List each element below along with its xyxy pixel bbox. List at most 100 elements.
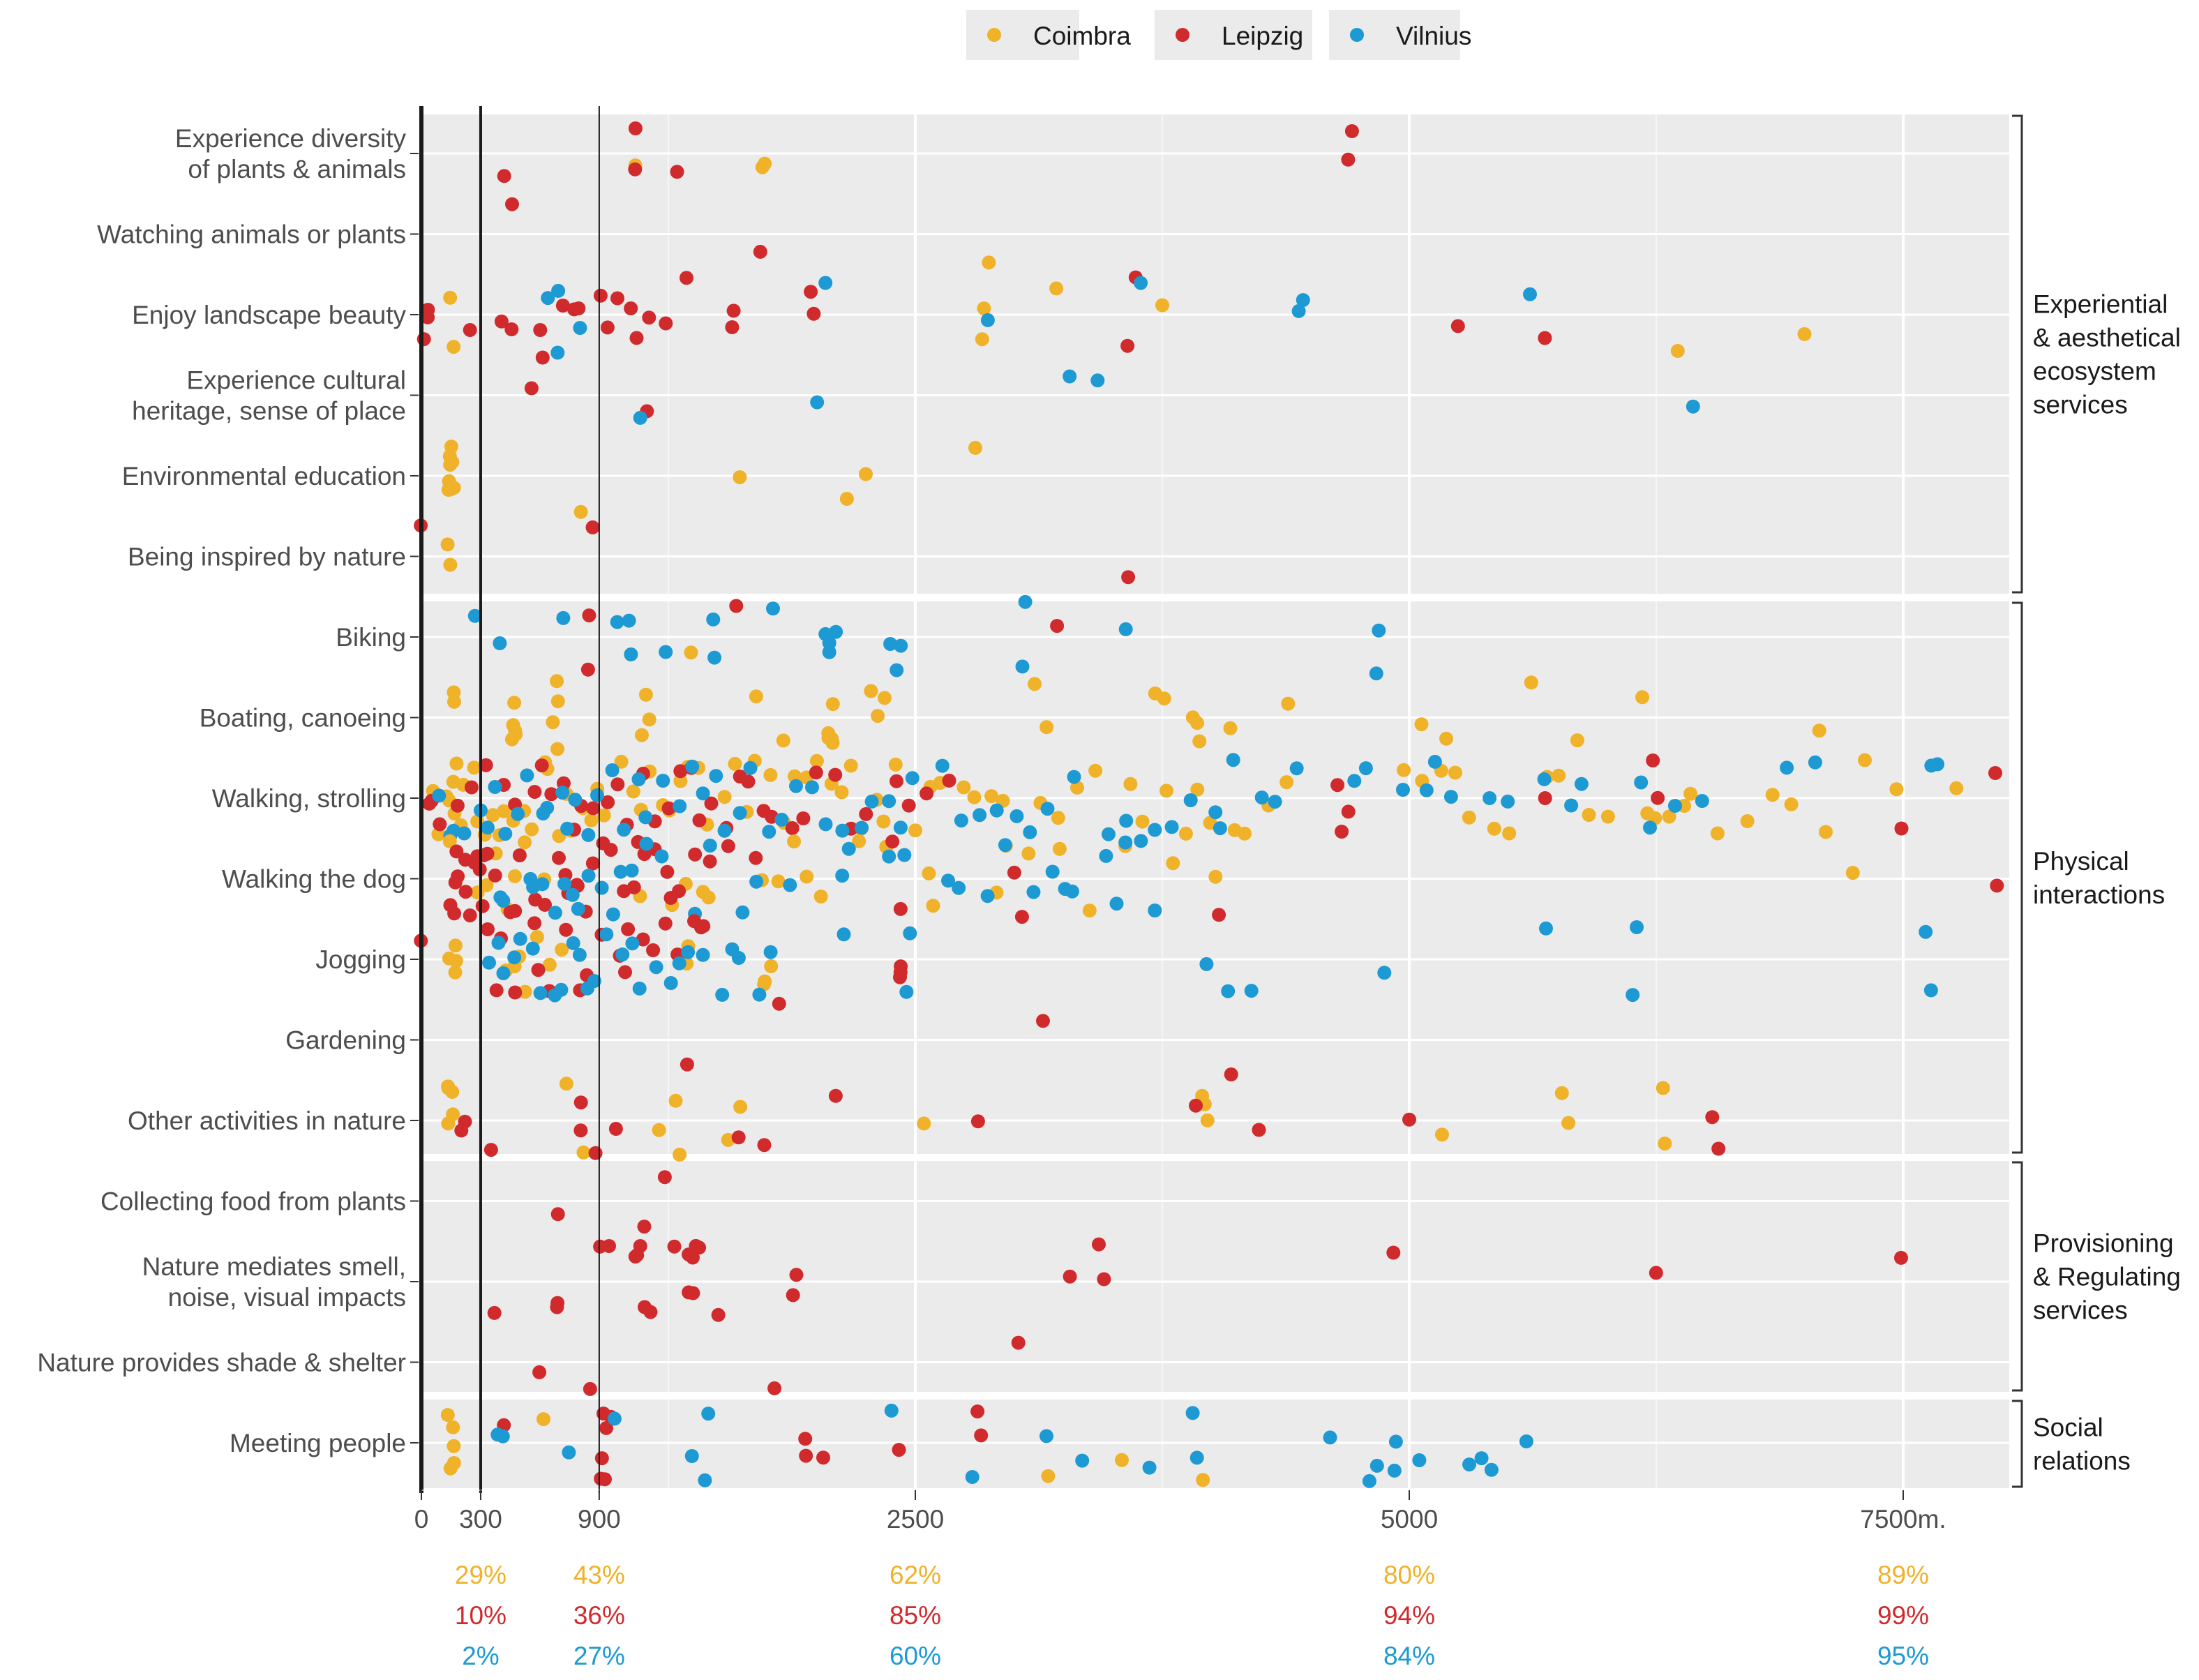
data-point-coimbra [479,878,494,892]
data-point-vilnius [685,759,700,774]
data-point-vilnius [1289,761,1304,776]
data-point-vilnius [1101,827,1116,841]
data-point-leipzig [696,919,711,933]
category-points-gardening [680,996,1238,1081]
data-point-coimbra [975,332,989,347]
data-point-coimbra [1740,814,1755,828]
data-point-leipzig [538,897,552,912]
data-point-vilnius [587,974,601,989]
data-point-leipzig [885,834,900,849]
data-point-leipzig [1988,766,2002,780]
data-point-leipzig [704,796,719,811]
data-point-coimbra [1656,1081,1670,1095]
data-point-leipzig [624,301,638,315]
data-point-vilnius [1780,760,1794,775]
data-point-leipzig [1894,821,1909,836]
group-social-relations: Social relations [2012,1400,2131,1488]
category-label-boating-canoeing: Boating, canoeing [200,704,406,733]
data-point-coimbra [1051,811,1065,825]
data-point-leipzig [1538,331,1552,345]
data-point-coimbra [787,834,802,849]
data-point-leipzig [481,922,495,936]
x-tick-label: 900 [578,1505,621,1533]
data-point-coimbra [1414,717,1429,732]
data-point-coimbra [764,959,779,973]
category-label-walking-strolling: Walking, strolling [212,784,406,813]
data-point-vilnius [954,813,968,828]
percent-label-leipzig-300: 10% [455,1601,506,1630]
data-point-coimbra [1115,1453,1129,1467]
data-point-coimbra [1159,783,1173,798]
category-points-environmental-education [441,440,982,519]
data-point-coimbra [1524,675,1538,690]
data-point-leipzig [451,869,465,884]
data-point-coimbra [1279,775,1294,790]
data-point-vilnius [1668,799,1682,813]
data-point-coimbra [1157,691,1171,706]
data-point-leipzig [890,774,903,788]
data-point-vilnius [535,877,550,892]
data-point-coimbra [443,557,458,572]
data-point-vilnius [883,637,898,651]
data-point-coimbra [518,835,532,850]
category-points-nature-provides-shade-shelter [532,1335,1026,1396]
data-point-vilnius [893,820,908,835]
data-point-leipzig [806,306,821,321]
data-point-leipzig [828,1088,843,1103]
legend-item-leipzig: Leipzig [1155,10,1312,60]
data-point-leipzig [582,608,596,623]
data-point-leipzig [1990,878,2004,893]
category-label-gardening: Gardening [285,1026,406,1055]
data-point-leipzig [628,121,643,135]
data-point-leipzig [600,320,615,335]
data-point-leipzig [1092,1237,1106,1252]
data-point-leipzig [629,331,644,345]
data-point-vilnius [663,976,678,990]
data-point-coimbra [1049,281,1064,296]
data-point-coimbra [446,1107,460,1122]
category-label-jogging: Jogging [315,945,406,974]
data-point-coimbra [926,899,940,913]
data-point-vilnius [1134,276,1148,290]
category-points-other-activities-in-nature [441,1077,1726,1162]
data-point-vilnius [1377,966,1392,980]
data-point-vilnius [1358,761,1373,776]
data-point-leipzig [642,310,656,325]
data-point-vilnius [1244,984,1259,998]
data-point-vilnius [594,880,609,895]
data-point-coimbra [1028,677,1042,691]
data-point-leipzig [1341,804,1356,819]
data-point-leipzig [1063,1269,1077,1284]
percent-label-coimbra-7500: 89% [1877,1561,1929,1589]
data-point-vilnius [890,663,904,677]
data-point-vilnius [1519,1434,1533,1448]
data-point-leipzig [603,843,618,857]
data-point-vilnius [822,636,836,650]
data-point-leipzig [458,1114,472,1129]
data-point-coimbra [1041,1469,1056,1483]
data-point-coimbra [871,709,885,723]
data-point-vilnius [654,849,669,864]
data-point-vilnius [882,794,896,809]
data-point-leipzig [608,1122,623,1136]
data-point-coimbra [1052,841,1067,856]
category-label-experience-diversity-of-plants-animals: Experience diversity of plants & animals [175,124,407,183]
data-point-leipzig [703,854,717,869]
data-point-coimbra [536,1412,550,1427]
data-point-vilnius [1119,813,1134,828]
data-point-leipzig [488,868,502,883]
percent-label-leipzig-5000: 94% [1383,1601,1435,1630]
data-point-vilnius [548,906,562,920]
data-point-coimbra [626,784,640,799]
data-point-coimbra [542,957,557,972]
data-point-vilnius [1045,864,1060,879]
data-point-leipzig [767,1381,782,1395]
data-point-vilnius [989,803,1004,818]
data-point-coimbra [555,943,569,957]
data-point-leipzig [602,1239,616,1253]
data-point-vilnius [1291,303,1306,318]
data-point-vilnius [446,823,461,838]
data-point-leipzig [626,880,641,894]
data-point-leipzig [753,244,767,259]
data-point-leipzig [559,922,573,937]
